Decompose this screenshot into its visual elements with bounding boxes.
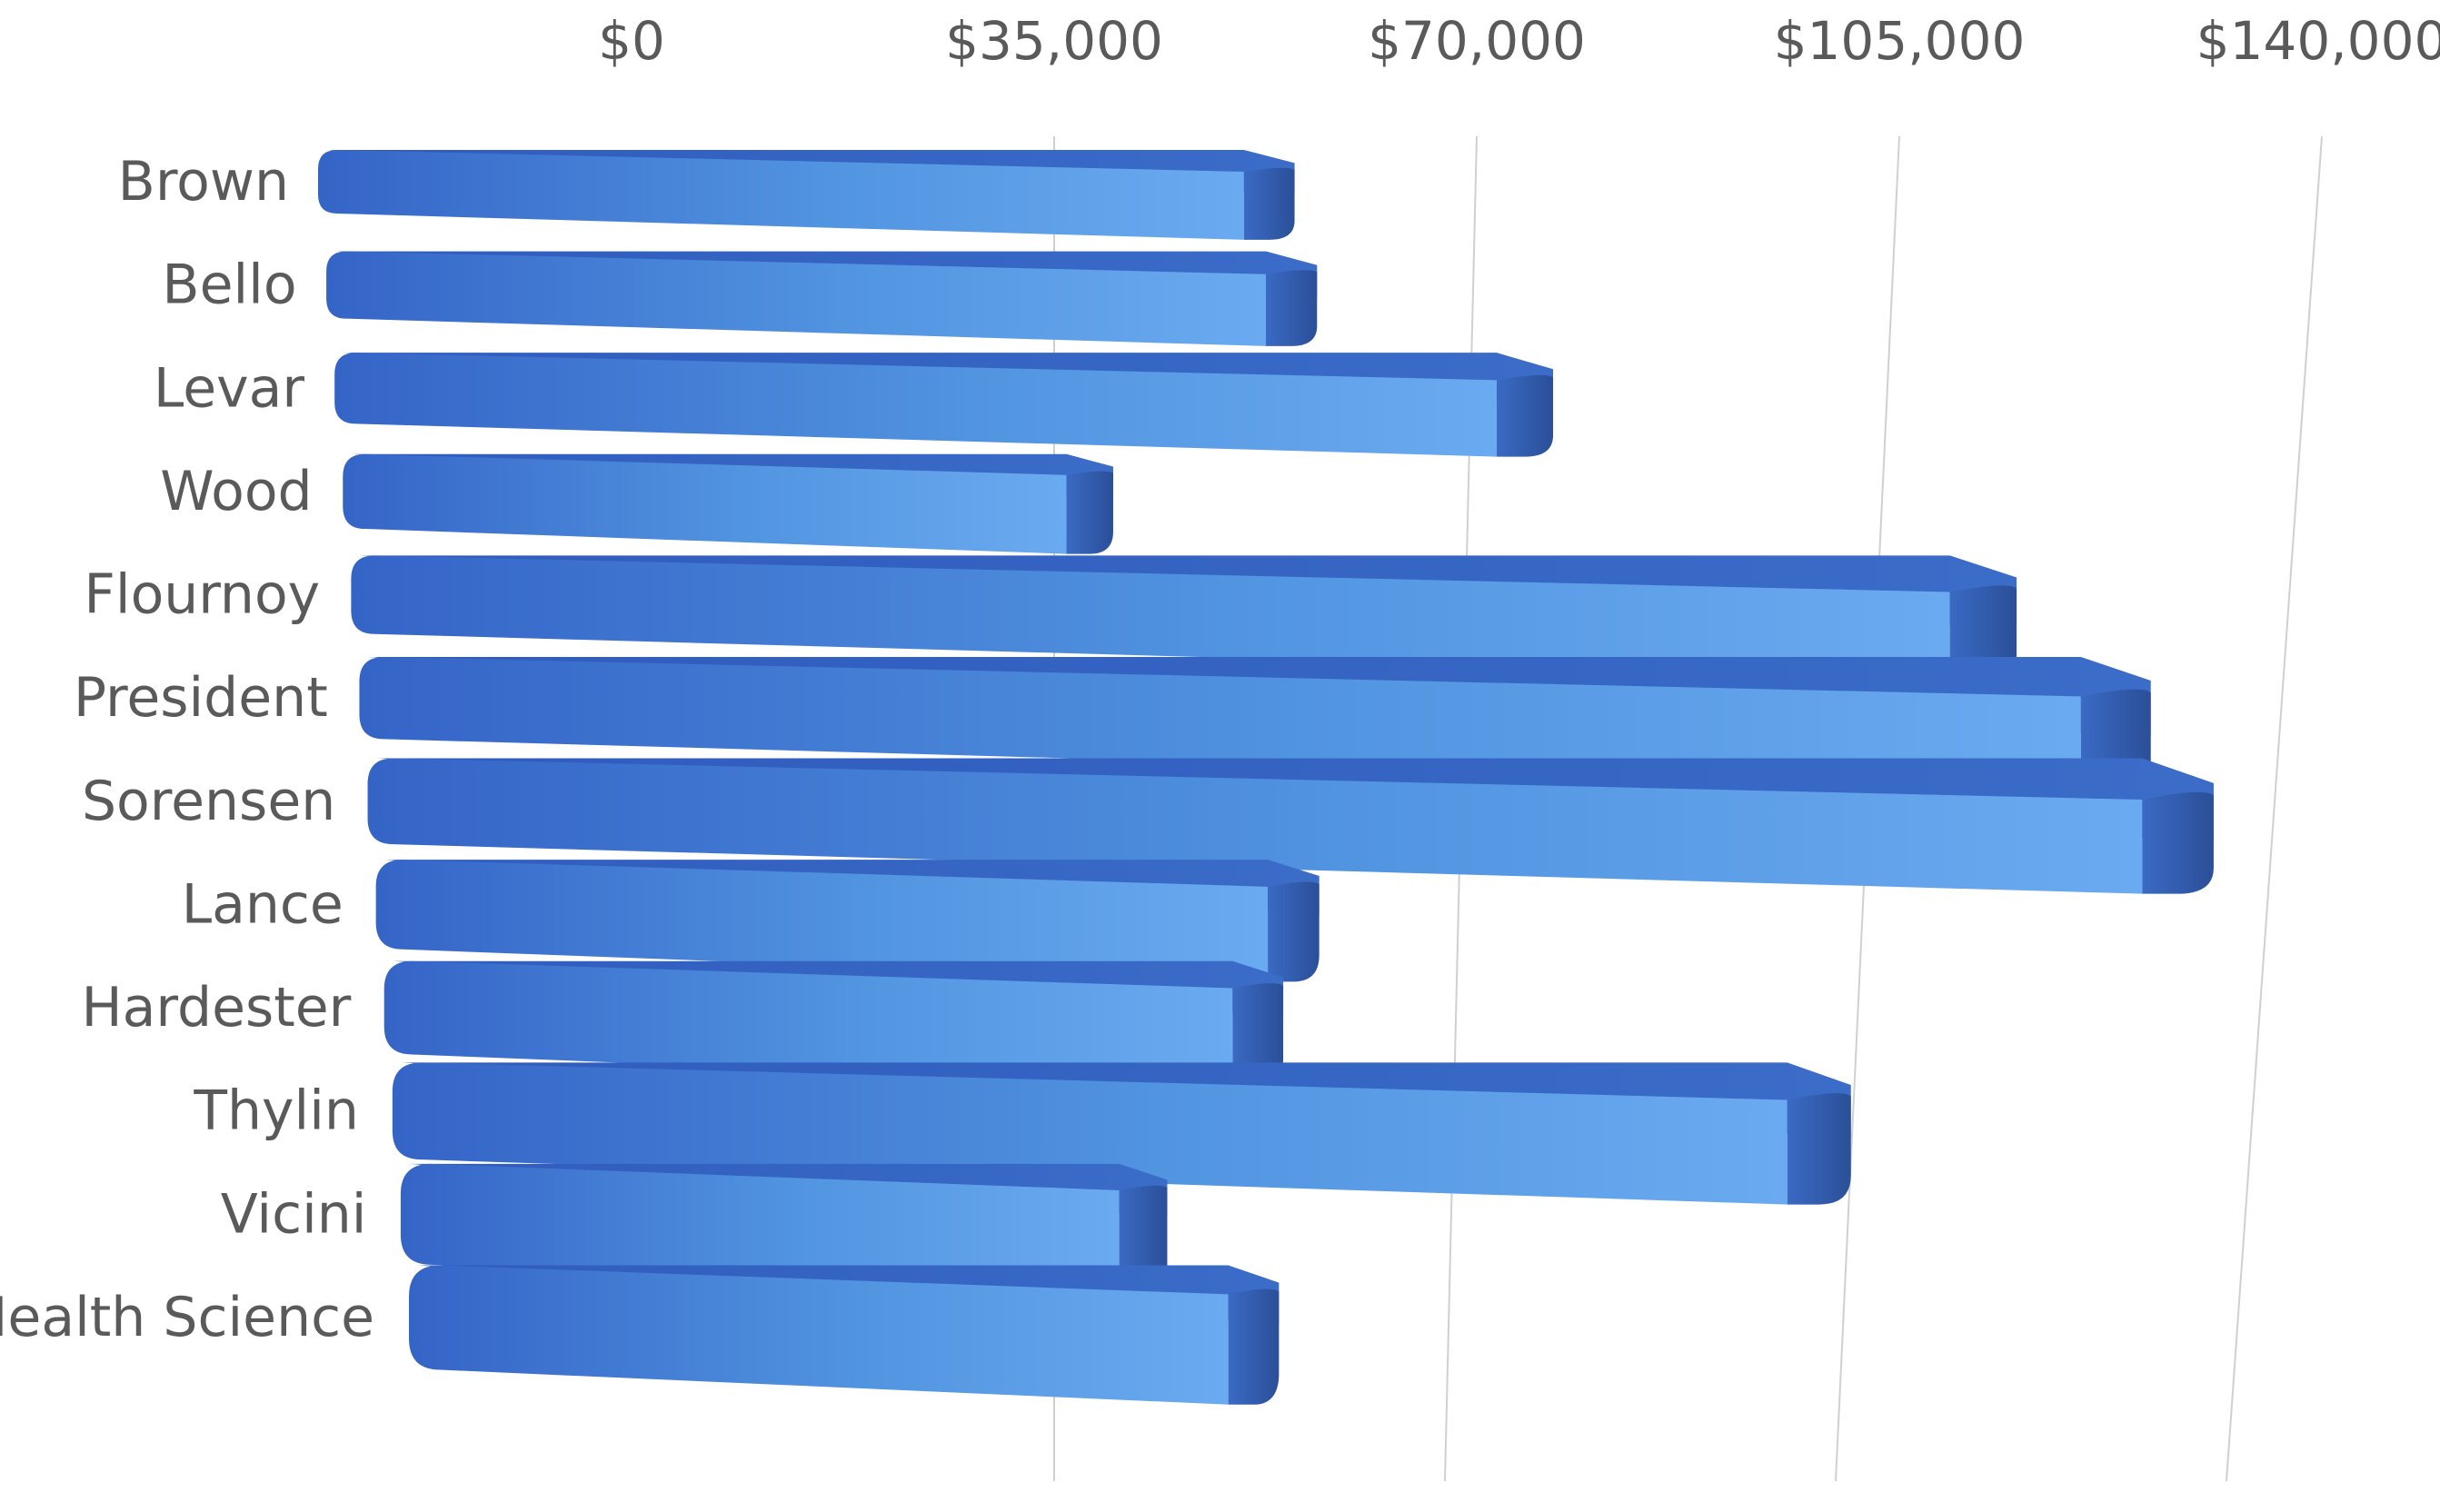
bar-end-cap <box>1266 270 1318 346</box>
bar-end-cap <box>1066 471 1113 554</box>
bar-top-face <box>367 758 2214 841</box>
bar <box>409 1265 1280 1405</box>
bar-front-face <box>383 960 1233 1088</box>
category-label: Sorensen <box>82 770 335 833</box>
category-label: Levar <box>154 356 305 420</box>
category-label: Lance <box>182 872 344 936</box>
category-label: Flournoy <box>84 563 320 627</box>
bar-end-cap <box>1228 1288 1280 1405</box>
category-label: Thylin <box>193 1079 359 1143</box>
bar-front-face <box>375 860 1269 982</box>
bar-top-face <box>375 860 1320 914</box>
bar-end-cap <box>1232 983 1284 1088</box>
bar <box>343 453 1113 554</box>
x-tick-label: $70,000 <box>1368 10 1586 72</box>
x-tick-label: $140,000 <box>2196 10 2440 72</box>
bar <box>326 251 1318 346</box>
bar-top-face <box>383 960 1284 1016</box>
category-label: Health Science <box>0 1286 374 1349</box>
bar <box>375 860 1320 982</box>
x-tick-label: $105,000 <box>1774 10 2026 72</box>
x-axis-tick-labels: $0 $35,000 $70,000 $105,000 $140,000 <box>598 10 2440 72</box>
bar-top-face <box>343 453 1113 496</box>
category-label: President <box>74 666 328 730</box>
bar-top-face <box>334 353 1554 408</box>
category-labels: Brown Bello Levar Wood Flournoy President Sore… <box>0 150 374 1349</box>
x-tick-label: $35,000 <box>945 10 1163 72</box>
bar <box>367 758 2214 894</box>
bar-end-cap <box>1949 585 2017 678</box>
bar <box>318 150 1295 240</box>
bar <box>334 353 1554 457</box>
category-label: Brown <box>118 150 289 214</box>
bar-end-cap <box>1243 167 1295 240</box>
bars <box>318 150 2214 1405</box>
bar-front-face <box>351 555 1950 678</box>
bar-top-face <box>400 1163 1168 1218</box>
bar-end-cap <box>1497 374 1554 457</box>
bar-top-face <box>409 1265 1280 1324</box>
bar <box>351 555 2017 678</box>
gridline <box>2226 135 2323 1482</box>
bar-front-face <box>367 758 2143 894</box>
bar-front-face <box>409 1265 1229 1405</box>
bar-top-face <box>359 656 2151 736</box>
bar-front-face <box>318 150 1244 240</box>
bar <box>383 960 1284 1088</box>
category-label: Wood <box>160 460 312 523</box>
category-label: Hardester <box>81 976 351 1040</box>
bar-front-face <box>343 453 1067 554</box>
bar-top-face <box>351 555 2017 629</box>
bar-front-face <box>334 353 1498 457</box>
bar-top-face <box>326 251 1318 297</box>
bar-top-face <box>318 150 1295 194</box>
bar-front-face <box>400 1163 1120 1297</box>
bar-end-cap <box>2142 791 2214 894</box>
bar-front-face <box>326 251 1267 346</box>
bar-end-cap <box>1268 881 1320 982</box>
bar-top-face <box>392 1062 1851 1138</box>
x-tick-label: $0 <box>598 10 665 72</box>
category-label: Bello <box>162 254 296 317</box>
bar-end-cap <box>1787 1093 1851 1205</box>
category-label: Vicini <box>221 1182 367 1246</box>
bar-front-face <box>359 656 2081 787</box>
